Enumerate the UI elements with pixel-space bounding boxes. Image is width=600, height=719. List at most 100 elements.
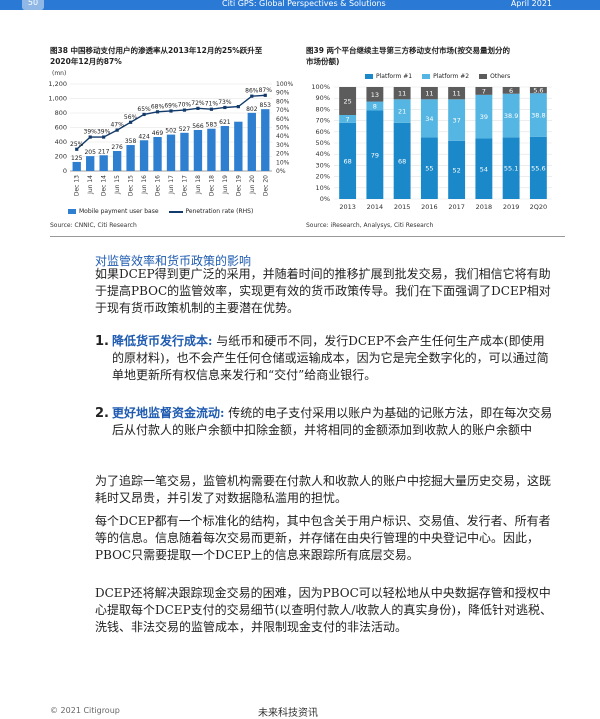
- x-tick-label: 2014: [367, 203, 384, 211]
- line-data-label: 70%: [178, 102, 192, 109]
- y-tick-label: 50%: [316, 139, 330, 147]
- figure38-units: (mn): [52, 70, 67, 77]
- y2-tick-label: 60%: [276, 116, 290, 123]
- legend-platform1-label: Platform #1: [376, 73, 413, 80]
- segment-data-label: 25: [343, 98, 351, 106]
- y2-tick-label: 10%: [276, 159, 290, 166]
- segment-data-label: 21: [398, 108, 406, 116]
- y2-tick-label: 30%: [276, 142, 290, 149]
- stacked-bar-segment: [448, 140, 466, 199]
- line-point: [115, 128, 119, 132]
- y-tick-label: 400: [55, 138, 67, 146]
- paragraph-cash: DCEP还将解决跟踪现金交易的困难，因为PBOC可以轻松地从中央数据存管和授权中…: [95, 586, 553, 634]
- segment-data-label: 37: [452, 117, 460, 125]
- header-date: April 2021: [510, 0, 552, 8]
- line-data-label: 86%: [245, 88, 259, 95]
- section-divider: [50, 236, 565, 237]
- stacked-bar-segment: [529, 87, 547, 94]
- bar-data-label: 205: [84, 149, 96, 156]
- segment-data-label: 6: [509, 87, 513, 95]
- item2-paragraph: 更好地监督资金流动: 传统的电子支付采用以账户为基础的记账方法，即在每次交易后从…: [112, 405, 555, 439]
- y-tick-label: 0%: [320, 195, 330, 203]
- paragraph-structure: 每个DCEP都有一个标准化的结构，其中包含关于用户标识、交易值、发行者、所有者等…: [95, 514, 551, 562]
- item1-number: 1.: [95, 334, 109, 349]
- stacked-bar-segment: [420, 87, 438, 100]
- item2-text: 传统的电子支付采用以账户为基础的记账方法，即在每次交易后从付款人的账户余额中扣除…: [112, 406, 553, 437]
- bar: [139, 140, 149, 171]
- y-tick-label: 0: [63, 167, 67, 175]
- legend-line-entry: Penetration rate (RHS): [168, 208, 253, 215]
- figure39-title-line1: 图39 两个平台继续主导第三方移动支付市场(按交易量划分的: [306, 46, 510, 55]
- line-data-label: 68%: [151, 103, 165, 110]
- y2-tick-label: 20%: [276, 151, 290, 158]
- segment-data-label: 11: [398, 90, 406, 98]
- bar: [193, 129, 203, 171]
- segment-data-label: 34: [425, 115, 433, 123]
- item2-number: 2.: [95, 406, 109, 421]
- bar: [180, 132, 189, 171]
- stacked-bar-segment: [502, 87, 520, 94]
- item2-title: 更好地监督资金流动:: [112, 406, 225, 420]
- line-point: [129, 120, 133, 124]
- legend-platform2: Platform #2: [422, 73, 469, 80]
- header-bar: 50 Citi GPS: Global Perspectives & Solut…: [0, 0, 600, 10]
- figure39-source: Source: iResearch, Analysys, Citi Resear…: [306, 222, 434, 229]
- segment-data-label: 13: [371, 91, 379, 99]
- legend-platform1: Platform #1: [365, 73, 412, 80]
- line-point: [88, 135, 92, 139]
- x-tick-label: Dec 19: [235, 175, 242, 196]
- line-data-label: 56%: [124, 114, 138, 121]
- line-point: [236, 105, 240, 109]
- x-tick-label: 2016: [421, 203, 438, 211]
- x-tick-label: 2017: [448, 203, 465, 211]
- bar: [112, 150, 122, 171]
- footer-copyright: © 2021 Citigroup: [50, 706, 120, 715]
- x-tick-label: 2013: [339, 203, 356, 211]
- stacked-bar-segment: [420, 137, 438, 199]
- bar-data-label: 276: [111, 144, 123, 151]
- bar-data-label: 469: [152, 130, 164, 137]
- stacked-bar-segment: [366, 110, 384, 199]
- y-tick-label: 30%: [316, 161, 330, 169]
- figure39-title: 图39 两个平台继续主导第三方移动支付市场(按交易量划分的 市场份额): [306, 45, 556, 67]
- bar-data-label: 621: [219, 119, 231, 126]
- bar: [153, 136, 162, 171]
- figure38-title-line2: 2020年12月的87%: [50, 57, 122, 66]
- figure38-source: Source: CNNIC, Citi Research: [50, 222, 137, 229]
- item1-paragraph: 降低货币发行成本: 与纸币和硬币不同，发行DCEP不会产生任何生产成本(即使用的…: [112, 333, 555, 384]
- stacked-bar-segment: [502, 93, 520, 138]
- segment-data-label: 8: [373, 103, 377, 111]
- legend-bar-label: Mobile payment user base: [79, 208, 159, 215]
- bar-data-label: 217: [98, 148, 110, 155]
- x-tick-label: Jun 15: [114, 175, 121, 195]
- y-tick-label: 70%: [316, 117, 330, 125]
- y-tick-label: 1,200: [48, 80, 67, 88]
- line-point: [169, 109, 173, 113]
- y2-tick-label: 80%: [276, 98, 290, 105]
- x-tick-label: 2Q20: [530, 203, 548, 211]
- bar-data-label: 358: [125, 138, 137, 145]
- segment-data-label: 38.8: [531, 112, 545, 120]
- footer-watermark: 未来科技资讯: [258, 708, 318, 719]
- figure38-chart: 0 200 400 600 800 1,000 1,200 0% 10%20% 30% 40%50%…: [48, 80, 293, 196]
- page-number: 50: [22, 0, 44, 10]
- y-tick-label: 80%: [316, 105, 330, 113]
- x-tick-label: Dec 20: [262, 175, 269, 196]
- figure38-legend: Mobile payment user base Penetration rat…: [68, 208, 253, 215]
- stacked-bar-segment: [366, 101, 384, 111]
- segment-data-label: 79: [371, 151, 379, 159]
- x-tick-label: Dec 13: [74, 175, 81, 196]
- item1-text: 与纸币和硬币不同，发行DCEP不会产生任何生产成本(即使用的原材料)，也不会产生…: [112, 334, 549, 382]
- y2-tick-label: 40%: [276, 133, 290, 140]
- x-tick-label: 2015: [394, 203, 411, 211]
- line-data-label: 69%: [164, 102, 178, 109]
- stacked-bar-segment: [393, 87, 411, 100]
- x-tick-label: Jun 16: [141, 175, 148, 195]
- legend-platform2-label: Platform #2: [433, 73, 470, 80]
- y-tick-label: 60%: [316, 128, 330, 136]
- line-point: [142, 112, 146, 117]
- line-point: [102, 135, 106, 139]
- y-tick-label: 40%: [316, 150, 330, 158]
- segment-data-label: 68: [343, 157, 351, 165]
- segment-data-label: 5.6: [533, 87, 543, 95]
